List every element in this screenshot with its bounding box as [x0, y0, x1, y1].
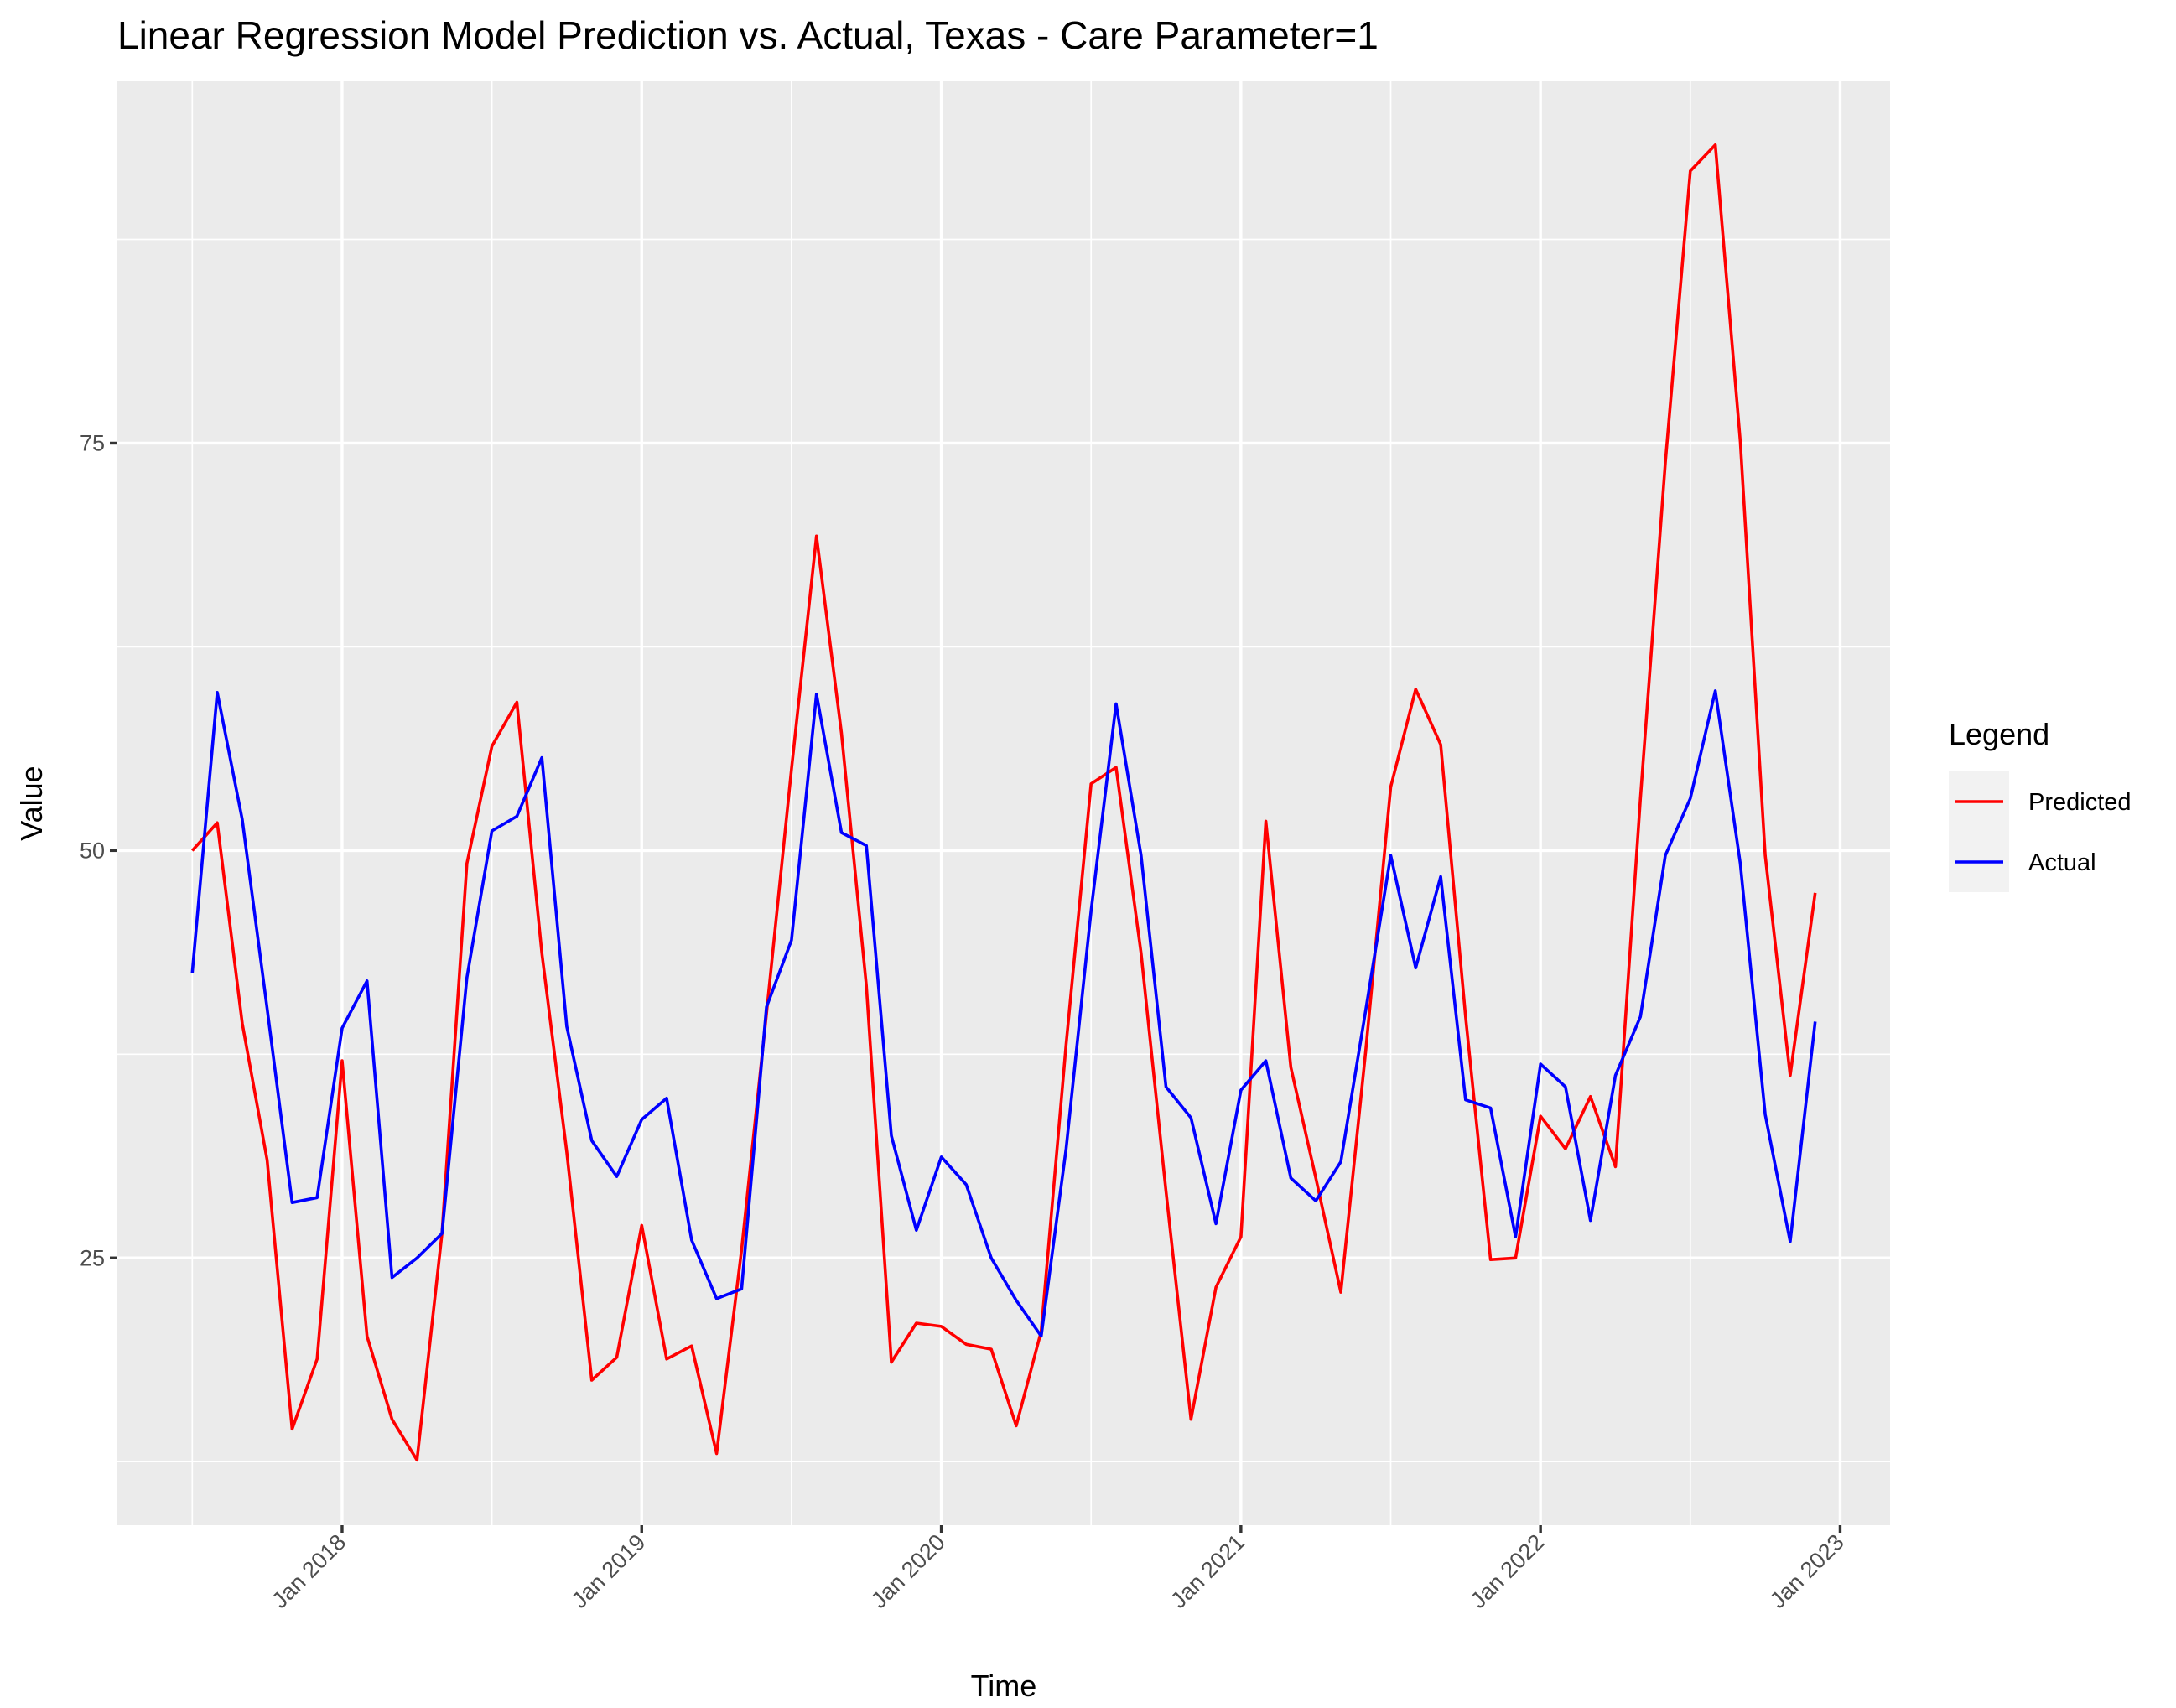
line-series	[190, 143, 1817, 1462]
x-tick-label: Jan 2021	[1166, 1529, 1249, 1613]
legend-title: Legend	[1949, 717, 2049, 751]
y-tick-label: 25	[80, 1245, 105, 1270]
y-tick-label: 50	[80, 838, 105, 863]
y-tick-label: 75	[80, 430, 105, 455]
x-axis-title: Time	[971, 1669, 1037, 1703]
x-tick-label: Jan 2022	[1466, 1529, 1550, 1613]
legend-label: Predicted	[2028, 789, 2132, 816]
legend-label: Actual	[2028, 849, 2096, 876]
chart-title: Linear Regression Model Prediction vs. A…	[117, 13, 1379, 57]
x-tick-label: Jan 2023	[1765, 1529, 1849, 1613]
x-tick-label: Jan 2020	[866, 1529, 950, 1613]
x-tick-label: Jan 2019	[567, 1529, 651, 1613]
y-axis-title: Value	[14, 766, 49, 840]
line-series	[190, 689, 1817, 1338]
legend: Legend Predicted Actual	[1949, 717, 2132, 892]
x-tick-label: Jan 2018	[267, 1529, 351, 1613]
plot-panel	[117, 81, 1890, 1525]
